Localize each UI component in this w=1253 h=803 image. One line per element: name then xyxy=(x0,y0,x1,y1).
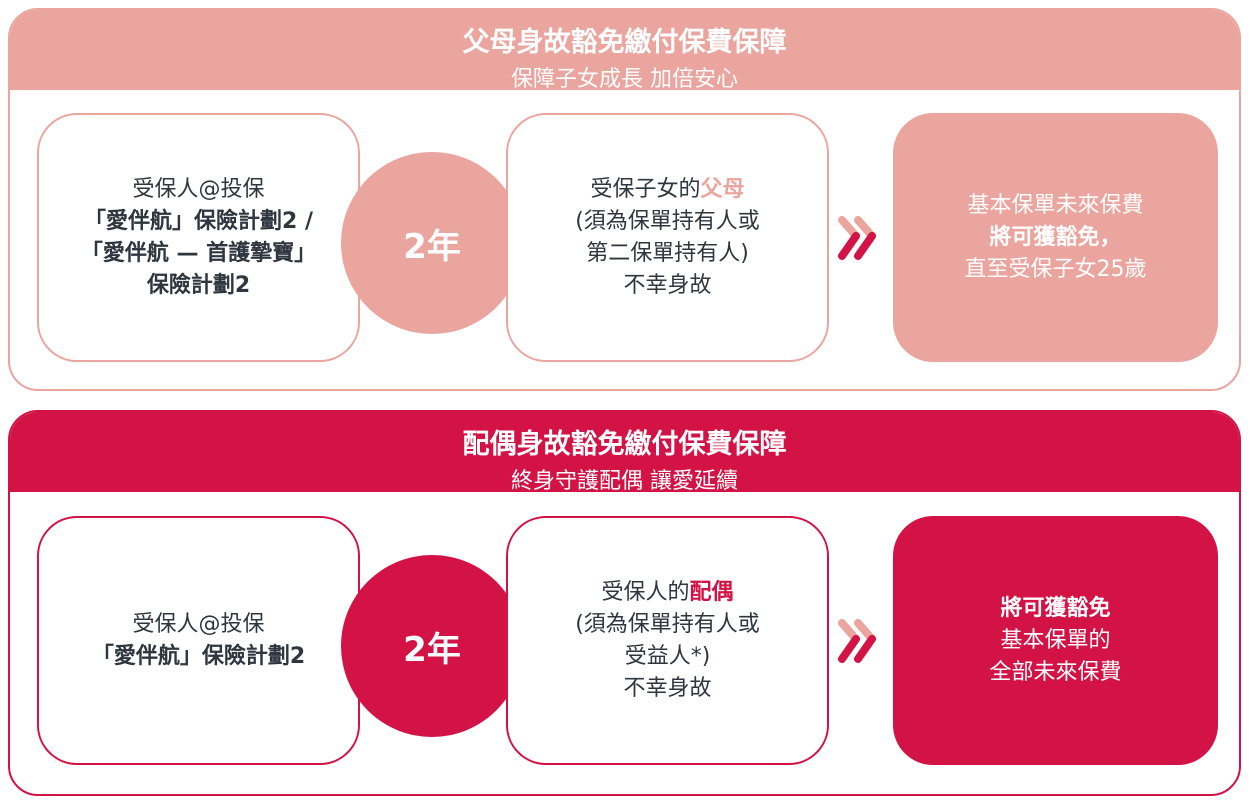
result-line: 基本保單未來保費 xyxy=(967,192,1144,218)
result-box: 將可獲豁免 基本保單的 全部未來保費 xyxy=(893,516,1218,765)
card-line: 不幸身故 xyxy=(623,272,712,298)
card-line: 「愛伴航 — 首護摯寶」 xyxy=(80,240,317,266)
section-header: 配偶身故豁免繳付保費保障 終身守護配偶 讓愛延續 xyxy=(10,412,1239,494)
card-line: 「愛伴航」保險計劃2 xyxy=(91,643,306,669)
condition-text: 受保人的 xyxy=(601,579,690,605)
double-chevron-icon xyxy=(838,619,876,663)
insured-plan-card: 受保人@投保 「愛伴航」保險計劃2 / 「愛伴航 — 首護摯寶」 保險計劃2 xyxy=(37,113,360,362)
section-title: 配偶身故豁免繳付保費保障 xyxy=(462,429,787,460)
condition-highlight: 父母 xyxy=(700,176,745,202)
card-line: 受保子女的父母 xyxy=(590,174,744,206)
card-line: 不幸身故 xyxy=(623,675,712,701)
card-line: 受保人@投保 xyxy=(132,176,265,202)
condition-text: 受保子女的 xyxy=(590,176,701,202)
card-line: 第二保單持有人) xyxy=(586,240,749,266)
result-line: 基本保單的 xyxy=(1000,627,1111,653)
card-line: 受益人*) xyxy=(624,643,711,669)
card-line: 保險計劃2 xyxy=(146,272,251,298)
card-line: 受保人的配偶 xyxy=(601,577,733,609)
condition-highlight: 配偶 xyxy=(689,579,734,605)
condition-card: 受保子女的父母 (須為保單持有人或 第二保單持有人) 不幸身故 xyxy=(506,113,829,362)
insured-plan-card: 受保人@投保 「愛伴航」保險計劃2 xyxy=(37,516,360,765)
card-line: 受保人@投保 xyxy=(132,611,265,637)
spouse-waiver-section: 配偶身故豁免繳付保費保障 終身守護配偶 讓愛延續 xyxy=(8,410,1241,796)
card-line: 「愛伴航」保險計劃2 / xyxy=(83,208,313,234)
result-line: 將可獲豁免， xyxy=(989,224,1122,250)
section-title: 父母身故豁免繳付保費保障 xyxy=(462,27,787,58)
period-circle: 2年 xyxy=(341,152,523,334)
result-line: 直至受保子女25歲 xyxy=(964,256,1147,282)
result-box: 基本保單未來保費 將可獲豁免， 直至受保子女25歲 xyxy=(893,113,1218,362)
result-line: 全部未來保費 xyxy=(989,659,1122,685)
result-line: 將可獲豁免 xyxy=(1000,595,1111,621)
double-chevron-icon xyxy=(838,216,876,260)
card-line: (須為保單持有人或 xyxy=(575,208,760,234)
section-subtitle: 保障子女成長 加倍安心 xyxy=(511,67,738,92)
section-header: 父母身故豁免繳付保費保障 保障子女成長 加倍安心 xyxy=(10,10,1239,92)
period-circle: 2年 xyxy=(341,555,523,737)
condition-card: 受保人的配偶 (須為保單持有人或 受益人*) 不幸身故 xyxy=(506,516,829,765)
section-subtitle: 終身守護配偶 讓愛延續 xyxy=(511,469,738,494)
parent-waiver-section: 父母身故豁免繳付保費保障 保障子女成長 加倍安心 xyxy=(8,8,1241,391)
card-line: (須為保單持有人或 xyxy=(575,611,760,637)
